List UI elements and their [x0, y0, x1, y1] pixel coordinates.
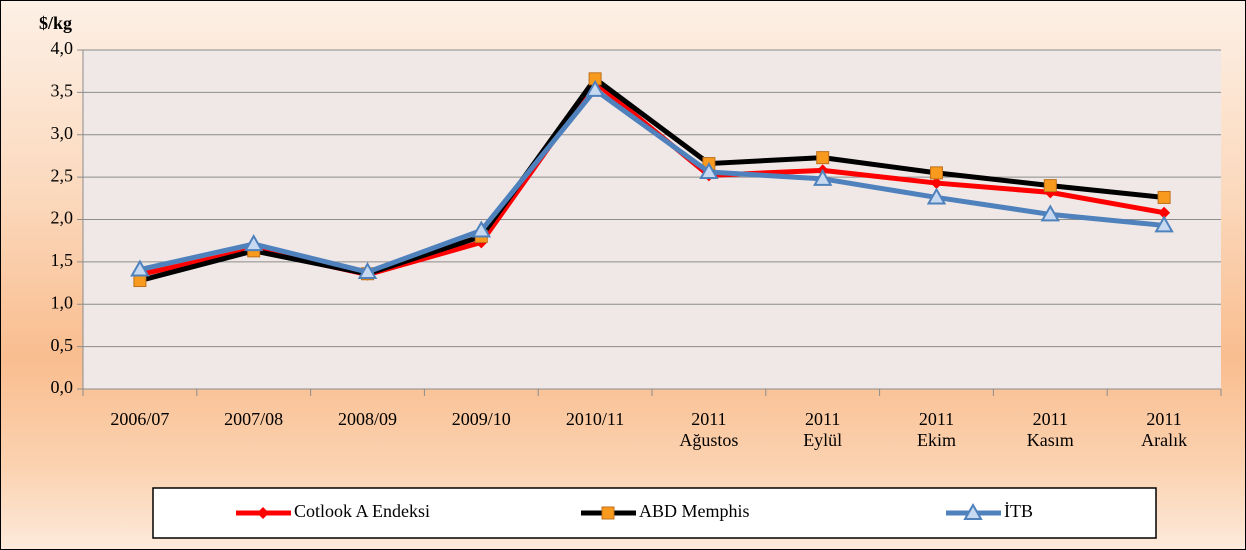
- y-tick-label: 1,0: [51, 292, 74, 312]
- y-tick-label: 2,0: [51, 208, 74, 228]
- triangle-marker: [243, 234, 264, 252]
- x-tick-label: 2011 Kasım: [1026, 409, 1074, 450]
- x-tick-label: 2011 Ekim: [917, 409, 956, 450]
- legend-marker: [601, 506, 615, 520]
- legend-label: İTB: [1004, 501, 1033, 521]
- y-tick-label: 3,0: [51, 123, 74, 143]
- triangle-marker: [1154, 215, 1174, 233]
- triangle-marker: [585, 79, 605, 97]
- y-tick-label: 2,5: [51, 165, 74, 185]
- series-line: [139, 76, 1165, 283]
- x-tick-label: 2011 Aralık: [1141, 409, 1188, 450]
- x-tick-label: 2009/10: [451, 409, 511, 429]
- triangle-marker: [471, 220, 492, 238]
- triangle-marker: [926, 187, 947, 205]
- legend-label: ABD Memphis: [639, 501, 750, 521]
- y-tick-label: 1,5: [51, 250, 74, 270]
- diamond-marker: [1158, 206, 1171, 219]
- y-tick-label: 3,5: [51, 81, 74, 101]
- triangle-marker: [1040, 204, 1061, 222]
- x-tick-label: 2006/07: [110, 409, 170, 429]
- y-tick-label: 4,0: [51, 38, 74, 58]
- triangle-marker: [699, 162, 719, 180]
- x-tick-label: 2007/08: [224, 409, 284, 429]
- triangle-marker: [357, 262, 378, 280]
- y-tick-label: 0,5: [51, 335, 74, 355]
- series-line: [139, 87, 1165, 275]
- square-marker: [816, 151, 830, 165]
- legend-label: Cotlook A Endeksi: [294, 501, 430, 521]
- x-tick-label: 2011 Eylül: [803, 409, 843, 450]
- triangle-marker: [812, 168, 833, 186]
- x-tick-label: 2011 Ağustos: [679, 409, 739, 450]
- legend-marker: [257, 507, 269, 519]
- diamond-marker: [930, 177, 943, 190]
- triangle-marker: [130, 259, 150, 277]
- square-marker: [1043, 179, 1057, 193]
- square-marker: [1157, 190, 1171, 204]
- x-tick-label: 2008/09: [337, 409, 397, 429]
- legend-marker: [963, 502, 983, 520]
- y-axis-label: $/kg: [39, 13, 72, 33]
- square-marker: [930, 166, 943, 180]
- y-tick-label: 0,0: [51, 377, 74, 397]
- x-tick-label: 2010/11: [565, 409, 625, 429]
